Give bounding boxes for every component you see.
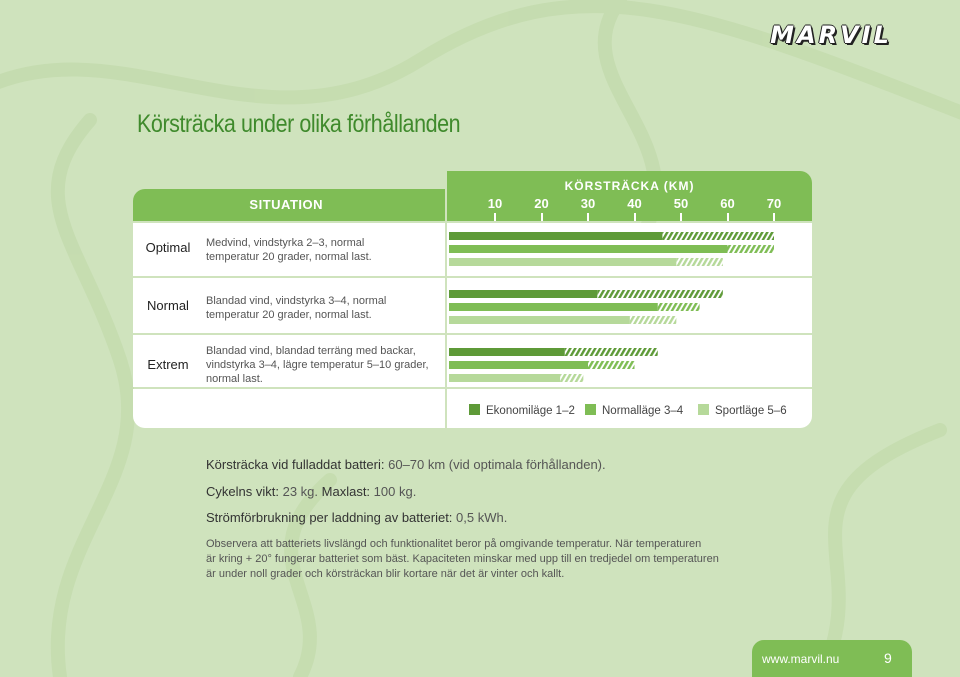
legend-swatch bbox=[469, 404, 480, 415]
legend-swatch bbox=[585, 404, 596, 415]
x-tick-label: 50 bbox=[673, 196, 689, 211]
x-tick-mark bbox=[540, 213, 543, 221]
legend-item-normal: Normalläge 3–4 bbox=[585, 404, 683, 417]
info-weight: Cykelns vikt: 23 kg. Maxlast: 100 kg. bbox=[206, 484, 417, 499]
x-tick-label: 30 bbox=[580, 196, 596, 211]
footer: www.marvil.nu 9 bbox=[752, 640, 912, 677]
x-tick-mark bbox=[633, 213, 636, 221]
legend-item-eco: Ekonomiläge 1–2 bbox=[469, 404, 575, 417]
row-desc-normal: Blandad vind, vindstyrka 3–4, normal tem… bbox=[206, 295, 387, 321]
legend-left-panel bbox=[133, 389, 445, 428]
column-separator bbox=[445, 223, 447, 387]
legend-panel bbox=[447, 389, 812, 428]
page-title: Körsträcka under olika förhållanden bbox=[137, 110, 461, 138]
x-tick-mark bbox=[494, 213, 496, 221]
info-range: Körsträcka vid fulladdat batteri: 60–70 … bbox=[206, 457, 606, 472]
row-separator bbox=[133, 333, 812, 335]
situation-header: SITUATION bbox=[133, 189, 445, 221]
situation-header-label: SITUATION bbox=[249, 197, 323, 212]
x-tick-label: 60 bbox=[720, 196, 735, 211]
x-tick-mark bbox=[726, 213, 729, 221]
range-header: KÖRSTRÄCKA (KM) bbox=[447, 171, 812, 221]
x-tick-mark bbox=[680, 213, 682, 221]
x-tick-label: 20 bbox=[534, 196, 549, 211]
row-label-normal: Normal bbox=[147, 298, 189, 313]
row-desc-optimal: Medvind, vindstyrka 2–3, normal temperat… bbox=[206, 237, 372, 263]
legend-item-sport: Sportläge 5–6 bbox=[698, 404, 787, 417]
logo-text: MARVIL bbox=[770, 21, 892, 49]
x-tick-label: 70 bbox=[766, 196, 782, 211]
legend-swatch bbox=[698, 404, 709, 415]
row-desc-extrem: Blandad vind, blandad terräng med backar… bbox=[206, 345, 429, 385]
page-number: 9 bbox=[884, 650, 892, 666]
row-separator bbox=[133, 276, 812, 278]
battery-note: Observera att batteriets livslängd och f… bbox=[206, 538, 719, 580]
x-tick-label: 10 bbox=[487, 196, 503, 211]
range-header-label: KÖRSTRÄCKA (KM) bbox=[564, 179, 695, 193]
x-tick-label: 40 bbox=[627, 196, 642, 211]
footer-url[interactable]: www.marvil.nu bbox=[762, 652, 840, 666]
x-tick-mark bbox=[587, 213, 589, 221]
x-tick-mark bbox=[773, 213, 775, 221]
info-consumption: Strömförbrukning per laddning av batteri… bbox=[206, 510, 508, 525]
row-label-optimal: Optimal bbox=[145, 240, 191, 255]
row-label-extrem: Extrem bbox=[147, 357, 189, 372]
brand-logo: MARVIL bbox=[748, 22, 914, 48]
